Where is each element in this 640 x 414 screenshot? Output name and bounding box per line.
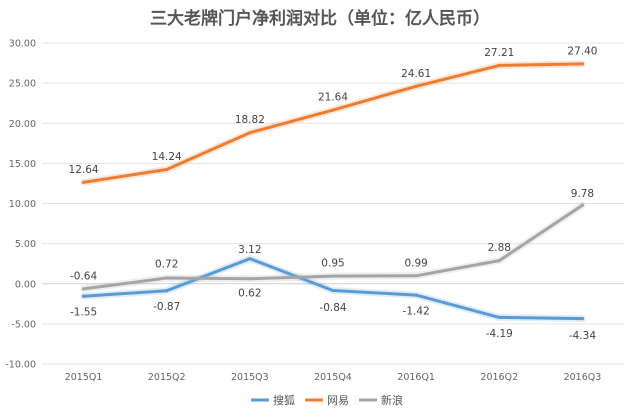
data-point xyxy=(165,167,169,172)
y-tick-label: 10.00 xyxy=(9,199,36,210)
series-layer xyxy=(80,60,586,323)
data-point xyxy=(580,203,585,207)
data-point xyxy=(331,274,335,278)
data-label: 27.21 xyxy=(484,47,514,59)
data-point xyxy=(81,294,86,298)
grid-layer xyxy=(42,42,624,365)
chart-title: 三大老牌门户净利润对比（单位：亿人民币） xyxy=(150,8,490,29)
data-point xyxy=(414,84,418,88)
data-label: 27.40 xyxy=(567,45,597,57)
y-tick-label: 30.00 xyxy=(9,39,36,50)
data-label: -1.42 xyxy=(403,306,430,318)
y-tick-label: 20.00 xyxy=(9,119,36,130)
data-point xyxy=(497,63,501,67)
data-point xyxy=(414,274,418,278)
data-label: 21.64 xyxy=(318,92,348,104)
data-label: 24.61 xyxy=(401,68,431,80)
legend-label: 搜狐 xyxy=(273,393,295,407)
data-point xyxy=(497,259,501,263)
data-point xyxy=(248,131,252,135)
data-label: -0.84 xyxy=(319,302,346,314)
y-tick-label: 25.00 xyxy=(9,79,36,90)
data-label: -0.64 xyxy=(70,270,97,282)
legend-label: 网易 xyxy=(327,394,349,407)
x-tick-label: 2016Q2 xyxy=(480,372,518,383)
legend-label: 新浪 xyxy=(381,393,403,407)
data-label: 3.12 xyxy=(238,244,261,256)
data-point xyxy=(331,288,335,293)
x-tick-label: 2015Q3 xyxy=(231,372,269,383)
data-point xyxy=(81,180,86,184)
data-point xyxy=(165,289,169,293)
x-tick-label: 2016Q3 xyxy=(564,372,602,383)
data-label-layer: -1.55 -0.87 3.12 -0.84 -1.42 -4.19 -4.34 12.64 1… xyxy=(69,45,598,342)
data-point xyxy=(165,276,169,280)
data-point xyxy=(580,316,585,321)
data-label: 0.99 xyxy=(404,257,427,269)
y-tick-label: 5.00 xyxy=(15,239,36,250)
data-label: 18.82 xyxy=(235,114,265,126)
x-tick-label: 2015Q1 xyxy=(65,372,103,383)
y-tick-label: -5.00 xyxy=(11,319,36,330)
data-point xyxy=(497,315,501,319)
data-point xyxy=(81,287,86,291)
data-label: 14.24 xyxy=(152,151,182,163)
data-point xyxy=(414,293,418,297)
x-axis-ticks: 2015Q1 2015Q2 2015Q3 2015Q4 2016Q1 2016Q2 2016… xyxy=(65,372,602,383)
y-tick-label: 15.00 xyxy=(9,159,36,170)
data-point xyxy=(248,257,252,261)
x-tick-label: 2015Q2 xyxy=(148,372,186,383)
y-axis-ticks: 30.00 25.00 20.00 15.00 10.00 5.00 0.00 -5.00 -1… xyxy=(5,39,36,371)
x-tick-label: 2016Q1 xyxy=(397,372,435,383)
data-point xyxy=(580,62,585,66)
data-label: -4.19 xyxy=(486,328,513,340)
data-label: -0.87 xyxy=(153,301,180,313)
data-point xyxy=(331,108,335,112)
data-point xyxy=(248,277,252,281)
x-tick-label: 2015Q4 xyxy=(314,372,352,383)
data-label: 12.64 xyxy=(69,164,99,176)
y-tick-label: -10.00 xyxy=(5,360,36,371)
data-label: 2.88 xyxy=(488,242,511,254)
data-label: 9.78 xyxy=(571,188,594,200)
legend: 搜狐 网易 新浪 xyxy=(251,393,403,407)
data-label: -4.34 xyxy=(569,330,596,342)
data-label: -1.55 xyxy=(70,307,97,319)
data-label: 0.95 xyxy=(321,258,344,270)
data-label: 0.62 xyxy=(238,287,261,299)
y-tick-label: 0.00 xyxy=(15,279,36,290)
data-label: 0.72 xyxy=(155,258,178,270)
